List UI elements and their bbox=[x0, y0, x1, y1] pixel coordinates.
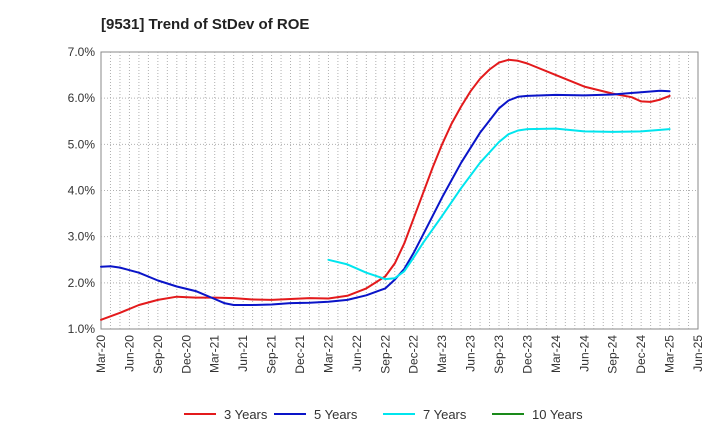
x-tick-label: Mar-23 bbox=[435, 335, 449, 373]
series-line-7-years bbox=[327, 127, 671, 281]
x-tick-label: Mar-24 bbox=[549, 335, 563, 373]
legend-label: 5 Years bbox=[314, 407, 358, 422]
chart-title: [9531] Trend of StDev of ROE bbox=[101, 16, 309, 33]
x-tick-label: Jun-25 bbox=[691, 335, 705, 372]
x-tick-label: Jun-20 bbox=[122, 335, 136, 372]
x-tick-label: Jun-22 bbox=[350, 335, 364, 372]
x-tick-label: Mar-20 bbox=[94, 335, 108, 373]
series-lines bbox=[100, 58, 671, 321]
x-tick-label: Sep-21 bbox=[265, 335, 279, 374]
x-tick-label: Jun-24 bbox=[577, 335, 591, 372]
x-tick-label: Sep-22 bbox=[378, 335, 392, 374]
x-tick-label: Jun-23 bbox=[464, 335, 478, 372]
x-tick-label: Dec-22 bbox=[407, 335, 421, 374]
x-tick-label: Sep-24 bbox=[606, 335, 620, 374]
legend-label: 10 Years bbox=[532, 407, 583, 422]
y-tick-label: 4.0% bbox=[68, 184, 96, 198]
series-line-3-years bbox=[100, 58, 671, 321]
x-tick-label: Dec-24 bbox=[634, 335, 648, 374]
y-tick-label: 2.0% bbox=[68, 276, 96, 290]
y-tick-label: 6.0% bbox=[68, 91, 96, 105]
x-tick-label: Dec-20 bbox=[179, 335, 193, 374]
y-tick-label: 5.0% bbox=[68, 137, 96, 151]
y-tick-label: 7.0% bbox=[68, 45, 96, 59]
legend-label: 7 Years bbox=[423, 407, 467, 422]
x-tick-label: Mar-21 bbox=[208, 335, 222, 373]
y-tick-label: 1.0% bbox=[68, 322, 96, 336]
x-tick-label: Mar-25 bbox=[663, 335, 677, 373]
y-axis-ticks: 1.0% 2.0% 3.0% 4.0% 5.0% 6.0% 7.0% bbox=[68, 45, 96, 336]
y-tick-label: 3.0% bbox=[68, 230, 96, 244]
x-axis-ticks: Mar-20 Jun-20 Sep-20 Dec-20 Mar-21 Jun-21 Sep-… bbox=[94, 335, 705, 374]
legend-label: 3 Years bbox=[224, 407, 268, 422]
series-line-5-years bbox=[100, 89, 671, 306]
x-tick-label: Mar-22 bbox=[321, 335, 335, 373]
x-tick-label: Dec-23 bbox=[520, 335, 534, 374]
legend: 3 Years 5 Years 7 Years 10 Years bbox=[184, 407, 583, 422]
x-tick-label: Sep-23 bbox=[492, 335, 506, 374]
grid-lines bbox=[101, 52, 698, 329]
x-tick-label: Jun-21 bbox=[236, 335, 250, 372]
x-tick-label: Dec-21 bbox=[293, 335, 307, 374]
x-tick-label: Sep-20 bbox=[151, 335, 165, 374]
